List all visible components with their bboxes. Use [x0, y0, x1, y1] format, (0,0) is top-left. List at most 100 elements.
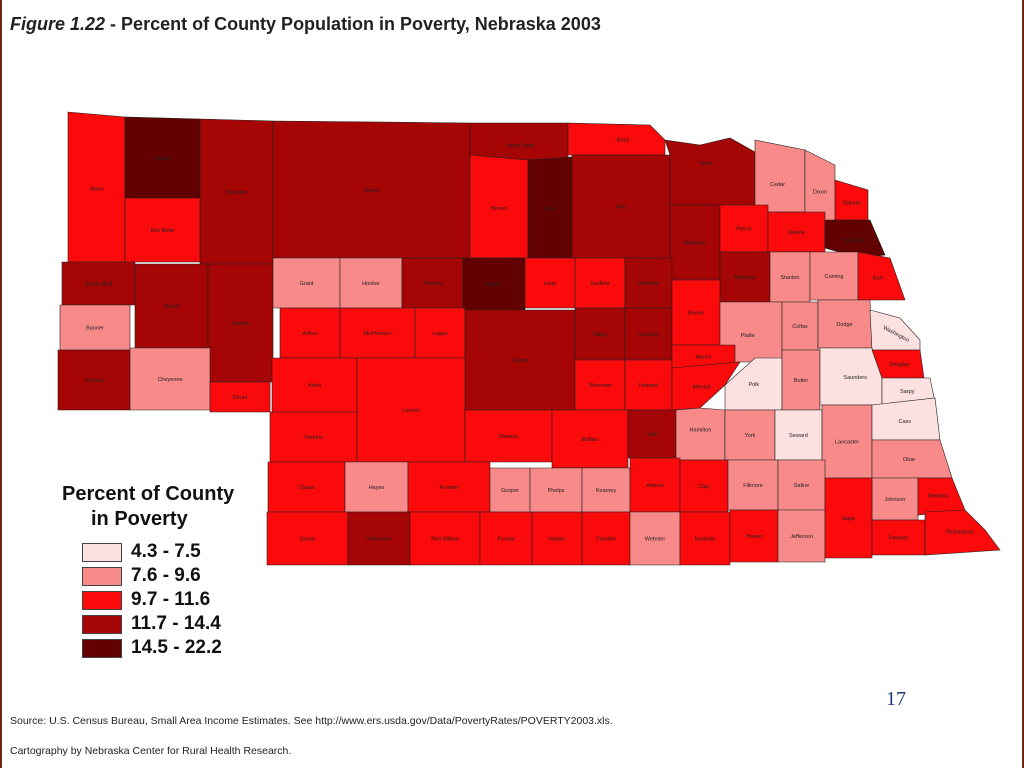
county-label-pawnee: Pawnee [889, 536, 909, 542]
county-label-hayes: Hayes [369, 485, 385, 491]
county-label-richardson: Richardson [946, 529, 974, 535]
legend-swatch [82, 638, 122, 658]
county-label-burt: Burt [873, 276, 884, 282]
county-label-blaine: Blaine [486, 282, 501, 288]
county-label-keya-paha: Keya Paha [507, 143, 535, 149]
county-label-chase: Chase [299, 485, 315, 491]
county-label-dundy: Dundy [300, 537, 316, 543]
county-merrick [671, 361, 741, 411]
county-label-saunders: Saunders [843, 375, 867, 381]
county-label-fillmore: Fillmore [743, 483, 763, 489]
county-label-wheeler: Wheeler [638, 281, 659, 287]
county-label-hall: Hall [647, 432, 656, 438]
county-label-nuckolls: Nuckolls [695, 537, 716, 543]
county-label-valley: Valley [593, 332, 608, 338]
county-label-sarpy: Sarpy [900, 389, 915, 395]
county-label-sherman: Sherman [589, 383, 611, 389]
county-label-knox: Knox [700, 161, 713, 167]
county-label-custer: Custer [512, 358, 528, 364]
county-label-boone: Boone [688, 311, 704, 317]
county-label-buffalo: Buffalo [581, 437, 598, 443]
county-label-stanton: Stanton [781, 275, 800, 281]
figure-number: Figure 1.22 [10, 14, 106, 34]
county-label-cedar: Cedar [770, 182, 785, 188]
county-label-merrick: Merrick [693, 385, 711, 391]
county-label-kimball: Kimball [85, 378, 103, 384]
county-richardson [924, 509, 1001, 556]
county-label-scotts-bluff: Scotts Bluff [85, 282, 113, 288]
legend-item: 4.3 - 7.5 [82, 540, 234, 564]
county-label-arthur: Arthur [303, 331, 318, 337]
county-label-madison: Madison [735, 275, 756, 281]
county-label-morrill: Morrill [164, 304, 179, 310]
slide-frame-left [0, 0, 2, 768]
legend-title: Percent of County in Poverty [62, 482, 234, 532]
county-label-douglas: Douglas [889, 362, 909, 368]
county-label-frontier: Frontier [440, 485, 459, 491]
county-label-thomas: Thomas [423, 281, 443, 287]
county-label-johnson: Johnson [885, 497, 906, 503]
page-number: 17 [886, 688, 906, 710]
legend-swatch [82, 542, 122, 562]
county-label-saline: Saline [794, 483, 809, 489]
county-label-seward: Seward [789, 433, 808, 439]
county-washington [869, 309, 921, 351]
county-label-cass: Cass [899, 419, 912, 425]
county-label-butler: Butler [794, 378, 809, 384]
county-cedar [754, 139, 806, 213]
county-label-greeley: Greeley [639, 332, 659, 338]
legend-label: 7.6 - 9.6 [131, 565, 201, 586]
county-label-clay: Clay [698, 484, 709, 490]
county-label-deuel: Deuel [233, 395, 247, 401]
county-label-platte: Platte [741, 333, 755, 339]
legend-label: 4.3 - 7.5 [131, 541, 201, 562]
county-label-garfield: Garfield [590, 281, 609, 287]
county-label-boyd: Boyd [617, 138, 630, 144]
county-label-grant: Grant [300, 281, 314, 287]
county-label-lancaster: Lancaster [835, 440, 859, 446]
county-knox [664, 137, 756, 206]
county-label-perkins: Perkins [304, 435, 323, 441]
legend-item: 7.6 - 9.6 [82, 564, 234, 588]
county-label-hooker: Hooker [362, 281, 380, 287]
county-label-sheridan: Sheridan [225, 190, 247, 196]
county-label-webster: Webster [645, 537, 666, 543]
county-label-lincoln: Lincoln [402, 408, 419, 414]
county-label-thayer: Thayer [745, 534, 762, 540]
county-label-york: York [745, 433, 756, 439]
county-hamilton [675, 407, 726, 461]
county-gage [824, 477, 873, 559]
county-label-mcpherson: McPherson [364, 331, 392, 337]
figure-title: Figure 1.22 - Percent of County Populati… [10, 14, 601, 35]
county-label-harlan: Harlan [549, 537, 565, 543]
county-label-polk: Polk [748, 382, 759, 388]
county-label-rock: Rock [544, 206, 557, 212]
county-label-red-willow: Red Willow [431, 537, 459, 543]
county-label-hitchcock: Hitchcock [367, 537, 391, 543]
county-label-hamilton: Hamilton [690, 428, 712, 434]
county-label-howard: Howard [639, 383, 658, 389]
county-label-cherry: Cherry [363, 188, 380, 194]
county-label-phelps: Phelps [548, 488, 565, 494]
county-label-furnas: Furnas [497, 537, 514, 543]
legend-item: 14.5 - 22.2 [82, 636, 234, 660]
county-label-loup: Loup [544, 281, 556, 287]
legend-title-line1: Percent of County [62, 483, 235, 505]
county-label-cheyenne: Cheyenne [157, 377, 182, 383]
legend-item: 11.7 - 14.4 [82, 612, 234, 636]
county-label-brown: Brown [491, 206, 507, 212]
county-label-sioux: Sioux [90, 186, 104, 192]
county-label-dakota: Dakota [843, 201, 861, 207]
county-label-keith: Keith [308, 383, 321, 389]
county-label-holt: Holt [616, 205, 626, 211]
county-label-adams: Adams [646, 483, 663, 489]
county-burt [857, 251, 906, 301]
county-label-banner: Banner [86, 326, 104, 332]
cartography-credit: Cartography by Nebraska Center for Rural… [10, 745, 292, 757]
legend-swatch [82, 590, 122, 610]
county-label-dawson: Dawson [499, 434, 519, 440]
county-box-butte [124, 197, 201, 263]
legend-items: 4.3 - 7.5 7.6 - 9.6 9.7 - 11.6 11.7 - 14.4 1… [82, 540, 234, 660]
county-boyd [567, 122, 666, 156]
